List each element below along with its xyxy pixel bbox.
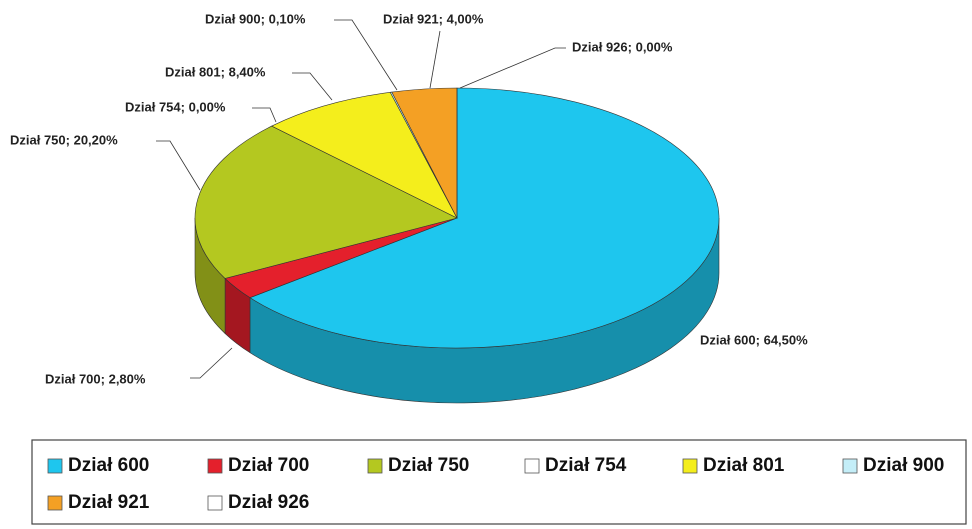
data-label: Dział 754; 0,00% [125, 99, 226, 114]
leader-line [459, 47, 566, 89]
data-label: Dział 921; 4,00% [383, 11, 484, 26]
data-label: Dział 600; 64,50% [700, 332, 808, 347]
slice [194, 125, 458, 279]
legend-label: Dział 700 [228, 455, 309, 476]
leader-line [156, 140, 201, 191]
legend-label: Dział 926 [228, 492, 309, 513]
legend-label: Dział 900 [863, 455, 944, 476]
slice [271, 91, 458, 219]
legend-swatch [367, 458, 383, 474]
legend-swatch [47, 495, 63, 511]
leader-line [190, 347, 233, 379]
legend-swatch [524, 458, 540, 474]
legend-swatch [47, 458, 63, 474]
legend-label: Dział 750 [388, 455, 469, 476]
legend-box [31, 439, 967, 525]
data-label: Dział 926; 0,00% [572, 39, 673, 54]
data-label: Dział 900; 0,10% [205, 11, 306, 26]
leader-line [429, 30, 441, 89]
legend-swatch [207, 458, 223, 474]
data-label: Dział 750; 20,20% [10, 132, 118, 147]
data-label: Dział 801; 8,40% [165, 64, 266, 79]
legend-label: Dział 801 [703, 455, 785, 476]
legend-swatch [207, 495, 223, 511]
leader-line [334, 19, 398, 91]
legend-label: Dział 921 [68, 492, 150, 513]
leader-line [252, 107, 277, 123]
legend-swatch [682, 458, 698, 474]
legend-swatch [842, 458, 858, 474]
leader-line [292, 72, 333, 101]
data-label: Dział 700; 2,80% [45, 371, 146, 386]
legend-label: Dział 754 [545, 455, 627, 476]
slice [249, 87, 720, 349]
legend-label: Dział 600 [68, 455, 149, 476]
